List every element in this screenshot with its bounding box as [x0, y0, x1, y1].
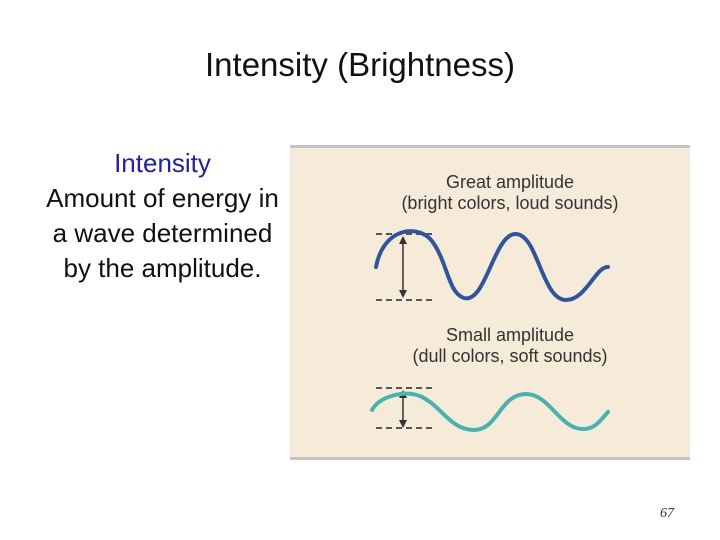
great-amplitude-title: Great amplitude: [445, 172, 575, 192]
term-label: Intensity: [114, 148, 211, 178]
waves-diagram: [370, 229, 610, 433]
amplitude-figure: Great amplitude (bright colors, loud sou…: [290, 145, 690, 460]
page-number: 67: [660, 506, 674, 521]
small-amplitude-note: (dull colors, soft sounds): [412, 346, 608, 366]
definition-text: Amount of energy in a wave determined by…: [46, 183, 279, 283]
small-amplitude-caption: Small amplitude (dull colors, soft sound…: [310, 325, 710, 367]
great-amplitude-note: (bright colors, loud sounds): [401, 193, 619, 213]
great-amplitude-wave: [374, 229, 610, 303]
small-amplitude-wave: [370, 391, 610, 433]
slide-title: Intensity (Brightness): [205, 46, 515, 83]
great-amplitude-caption: Great amplitude (bright colors, loud sou…: [310, 172, 710, 214]
small-amplitude-title: Small amplitude: [445, 325, 575, 345]
definition-block: Intensity Amount of energy in a wave det…: [40, 146, 285, 286]
